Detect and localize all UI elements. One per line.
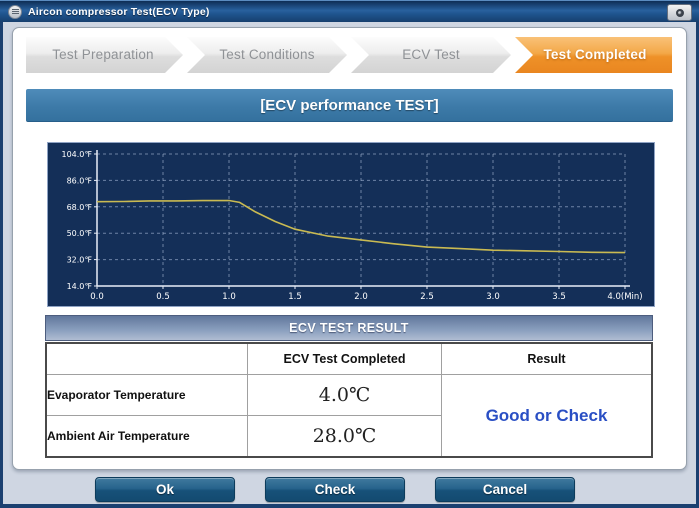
header-cell-ecv-test-completed: ECV Test Completed bbox=[247, 342, 442, 375]
svg-text:104.0℉: 104.0℉ bbox=[61, 150, 92, 159]
table-header-row: ECV Test Completed Result bbox=[45, 342, 653, 375]
header-cell-result: Result bbox=[441, 342, 653, 375]
main-panel: Test Preparation Test Conditions ECV Tes… bbox=[12, 27, 687, 470]
ok-button[interactable]: Ok bbox=[95, 477, 235, 502]
evaporator-temperature-label: Evaporator Temperature bbox=[45, 374, 248, 416]
section-header: [ECV performance TEST] bbox=[26, 89, 673, 122]
content-area: Test Preparation Test Conditions ECV Tes… bbox=[3, 22, 696, 504]
svg-text:1.5: 1.5 bbox=[288, 292, 302, 302]
svg-text:2.0: 2.0 bbox=[354, 292, 368, 302]
ambient-air-temperature-value: 28.0℃ bbox=[247, 415, 442, 458]
svg-text:0.0: 0.0 bbox=[90, 292, 104, 302]
capture-button[interactable] bbox=[667, 4, 692, 21]
svg-text:68.0℉: 68.0℉ bbox=[67, 203, 93, 212]
ambient-air-temperature-label: Ambient Air Temperature bbox=[45, 415, 248, 458]
table-row: Evaporator Temperature 4.0℃ Good or Chec… bbox=[45, 374, 653, 458]
camera-icon bbox=[675, 8, 684, 17]
wizard-step-test-completed[interactable]: Test Completed bbox=[515, 37, 675, 73]
table-row: Ambient Air Temperature 28.0℃ bbox=[45, 415, 652, 458]
svg-text:14.0℉: 14.0℉ bbox=[67, 282, 93, 291]
svg-text:32.0℉: 32.0℉ bbox=[67, 256, 93, 265]
section-title: [ECV performance TEST] bbox=[260, 96, 439, 114]
wizard-step-ecv-test[interactable]: ECV Test bbox=[351, 37, 511, 73]
svg-text:86.0℉: 86.0℉ bbox=[67, 176, 93, 185]
svg-text:3.5: 3.5 bbox=[552, 292, 566, 302]
svg-text:2.5: 2.5 bbox=[420, 292, 434, 302]
svg-text:50.0℉: 50.0℉ bbox=[67, 229, 93, 238]
test-result-value: Good or Check bbox=[441, 374, 653, 458]
svg-text:3.0: 3.0 bbox=[486, 292, 500, 302]
check-button[interactable]: Check bbox=[265, 477, 405, 502]
temperature-chart: 14.0℉ 32.0℉ 50.0℉ 68.0℉ 86.0℉ 104.0℉ 0.0 0.5 1.0… bbox=[47, 142, 655, 307]
svg-text:0.5: 0.5 bbox=[156, 292, 170, 302]
svg-text:1.0: 1.0 bbox=[222, 292, 236, 302]
title-bar: Aircon compressor Test(ECV Type) bbox=[0, 0, 699, 22]
cancel-button[interactable]: Cancel bbox=[435, 477, 575, 502]
wizard-step-test-conditions[interactable]: Test Conditions bbox=[187, 37, 347, 73]
app-icon bbox=[8, 4, 22, 19]
result-table: ECV Test Completed Result Evaporator Tem… bbox=[45, 342, 653, 458]
temperature-chart-svg: 14.0℉ 32.0℉ 50.0℉ 68.0℉ 86.0℉ 104.0℉ 0.0 0.5 1.0… bbox=[48, 143, 654, 306]
result-section-title: ECV TEST RESULT bbox=[289, 321, 409, 335]
wizard-step-test-preparation[interactable]: Test Preparation bbox=[23, 37, 183, 73]
wizard-steps: Test Preparation Test Conditions ECV Tes… bbox=[23, 37, 675, 73]
evaporator-temperature-value: 4.0℃ bbox=[247, 374, 442, 416]
window-title: Aircon compressor Test(ECV Type) bbox=[28, 5, 210, 18]
header-cell-empty bbox=[45, 342, 248, 375]
svg-text:4.0(Min): 4.0(Min) bbox=[607, 292, 642, 302]
result-section-header: ECV TEST RESULT bbox=[45, 315, 653, 341]
